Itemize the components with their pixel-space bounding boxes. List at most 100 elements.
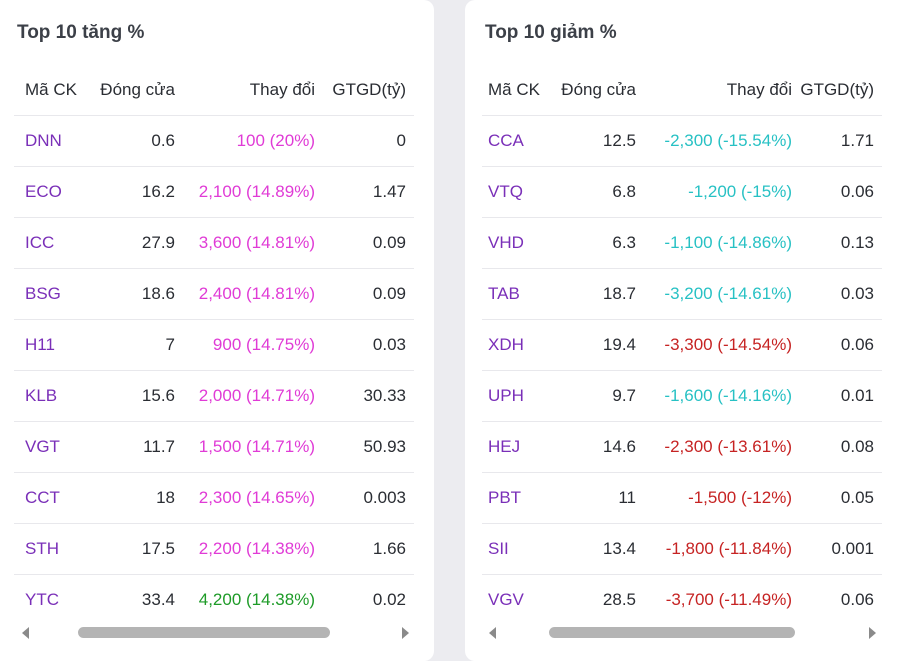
close-price: 14.6	[602, 437, 636, 456]
close-price: 6.8	[612, 182, 636, 201]
close-price: 13.4	[602, 539, 636, 558]
trade-value: 0.03	[372, 335, 406, 354]
table-row[interactable]: VTQ 6.8 -1,200 (-15%) 0.06	[482, 166, 882, 217]
losers-table-header: Mã CK Đóng cửa Thay đổi GTGD(tỷ)	[482, 64, 882, 115]
table-row[interactable]: H11 7 900 (14.75%) 0.03	[14, 319, 414, 370]
close-price: 12.5	[602, 131, 636, 150]
table-row[interactable]: HEJ 14.6 -2,300 (-13.61%) 0.08	[482, 421, 882, 472]
gainers-horizontal-scrollbar[interactable]	[18, 624, 413, 642]
symbol-link[interactable]: VHD	[488, 233, 524, 252]
trade-value: 0	[396, 131, 406, 150]
losers-table: Mã CK Đóng cửa Thay đổi GTGD(tỷ) CCA 12.5…	[482, 64, 882, 625]
col-change-header[interactable]: Thay đổi	[726, 79, 792, 99]
close-price: 9.7	[612, 386, 636, 405]
price-change: -2,300 (-15.54%)	[664, 131, 792, 150]
table-row[interactable]: YTC 33.4 4,200 (14.38%) 0.02	[14, 574, 414, 625]
col-close-header[interactable]: Đóng cửa	[100, 79, 175, 99]
symbol-link[interactable]: ECO	[25, 182, 62, 201]
close-price: 33.4	[141, 590, 175, 609]
trade-value: 0.003	[363, 488, 406, 507]
table-row[interactable]: KLB 15.6 2,000 (14.71%) 30.33	[14, 370, 414, 421]
trade-value: 0.03	[840, 284, 874, 303]
col-value-header[interactable]: GTGD(tỷ)	[800, 79, 874, 99]
col-symbol-header[interactable]: Mã CK	[488, 79, 540, 99]
close-price: 15.6	[141, 386, 175, 405]
scrollbar-thumb[interactable]	[549, 627, 795, 638]
symbol-link[interactable]: UPH	[488, 386, 524, 405]
col-symbol-header[interactable]: Mã CK	[25, 79, 77, 99]
symbol-link[interactable]: H11	[25, 335, 55, 354]
scroll-left-arrow-icon[interactable]	[489, 627, 496, 639]
table-row[interactable]: CCT 18 2,300 (14.65%) 0.003	[14, 472, 414, 523]
symbol-link[interactable]: SII	[488, 539, 509, 558]
trade-value: 0.02	[372, 590, 406, 609]
symbol-link[interactable]: XDH	[488, 335, 524, 354]
gainers-table-header: Mã CK Đóng cửa Thay đổi GTGD(tỷ)	[14, 64, 414, 115]
price-change: -1,600 (-14.16%)	[664, 386, 792, 405]
price-change: -2,300 (-13.61%)	[664, 437, 792, 456]
table-row[interactable]: XDH 19.4 -3,300 (-14.54%) 0.06	[482, 319, 882, 370]
table-row[interactable]: PBT 11 -1,500 (-12%) 0.05	[482, 472, 882, 523]
table-row[interactable]: BSG 18.6 2,400 (14.81%) 0.09	[14, 268, 414, 319]
table-row[interactable]: UPH 9.7 -1,600 (-14.16%) 0.01	[482, 370, 882, 421]
symbol-link[interactable]: KLB	[25, 386, 58, 405]
symbol-link[interactable]: VGT	[25, 437, 60, 456]
scroll-left-arrow-icon[interactable]	[22, 627, 29, 639]
trade-value: 0.06	[840, 590, 874, 609]
price-change: 2,300 (14.65%)	[198, 488, 315, 507]
scroll-right-arrow-icon[interactable]	[402, 627, 409, 639]
trade-value: 0.08	[840, 437, 874, 456]
symbol-link[interactable]: CCT	[25, 488, 60, 507]
symbol-link[interactable]: PBT	[488, 488, 522, 507]
table-row[interactable]: VGV 28.5 -3,700 (-11.49%) 0.06	[482, 574, 882, 625]
trade-value: 0.01	[840, 386, 874, 405]
symbol-link[interactable]: VGV	[488, 590, 524, 609]
price-change: 2,400 (14.81%)	[198, 284, 315, 303]
symbol-link[interactable]: CCA	[488, 131, 524, 150]
table-row[interactable]: ICC 27.9 3,600 (14.81%) 0.09	[14, 217, 414, 268]
price-change: 3,600 (14.81%)	[198, 233, 315, 252]
close-price: 11.7	[143, 437, 175, 456]
price-change: 1,500 (14.71%)	[198, 437, 315, 456]
close-price: 11	[618, 488, 636, 507]
table-row[interactable]: ECO 16.2 2,100 (14.89%) 1.47	[14, 166, 414, 217]
col-change-header[interactable]: Thay đổi	[249, 79, 315, 99]
close-price: 27.9	[141, 233, 175, 252]
close-price: 7	[165, 335, 175, 354]
table-row[interactable]: TAB 18.7 -3,200 (-14.61%) 0.03	[482, 268, 882, 319]
price-change: 2,100 (14.89%)	[198, 182, 315, 201]
table-row[interactable]: VHD 6.3 -1,100 (-14.86%) 0.13	[482, 217, 882, 268]
trade-value: 0.05	[840, 488, 874, 507]
symbol-link[interactable]: YTC	[25, 590, 59, 609]
table-row[interactable]: SII 13.4 -1,800 (-11.84%) 0.001	[482, 523, 882, 574]
price-change: 2,000 (14.71%)	[198, 386, 315, 405]
symbol-link[interactable]: TAB	[488, 284, 520, 303]
symbol-link[interactable]: HEJ	[488, 437, 521, 456]
price-change: -1,200 (-15%)	[688, 182, 792, 201]
scrollbar-thumb[interactable]	[78, 627, 330, 638]
symbol-link[interactable]: ICC	[25, 233, 55, 252]
price-change: -1,500 (-12%)	[688, 488, 792, 507]
col-value-header[interactable]: GTGD(tỷ)	[332, 79, 406, 99]
col-close-header[interactable]: Đóng cửa	[561, 79, 636, 99]
top-gainers-panel: Top 10 tăng % Mã CK Đóng cửa Thay đổi GT…	[0, 0, 434, 661]
price-change: 4,200 (14.38%)	[198, 590, 315, 609]
close-price: 18.7	[602, 284, 636, 303]
trade-value: 0.09	[372, 284, 406, 303]
close-price: 17.5	[141, 539, 175, 558]
trade-value: 0.06	[840, 335, 874, 354]
losers-horizontal-scrollbar[interactable]	[485, 624, 880, 642]
losers-title: Top 10 giảm %	[485, 22, 617, 43]
symbol-link[interactable]: STH	[25, 539, 59, 558]
symbol-link[interactable]: DNN	[25, 131, 62, 150]
table-row[interactable]: STH 17.5 2,200 (14.38%) 1.66	[14, 523, 414, 574]
price-change: -3,300 (-14.54%)	[664, 335, 792, 354]
symbol-link[interactable]: VTQ	[488, 182, 523, 201]
scroll-right-arrow-icon[interactable]	[869, 627, 876, 639]
table-row[interactable]: DNN 0.6 100 (20%) 0	[14, 115, 414, 166]
top-losers-panel: Top 10 giảm % Mã CK Đóng cửa Thay đổi GT…	[465, 0, 899, 661]
table-row[interactable]: VGT 11.7 1,500 (14.71%) 50.93	[14, 421, 414, 472]
close-price: 28.5	[602, 590, 636, 609]
symbol-link[interactable]: BSG	[25, 284, 61, 303]
table-row[interactable]: CCA 12.5 -2,300 (-15.54%) 1.71	[482, 115, 882, 166]
